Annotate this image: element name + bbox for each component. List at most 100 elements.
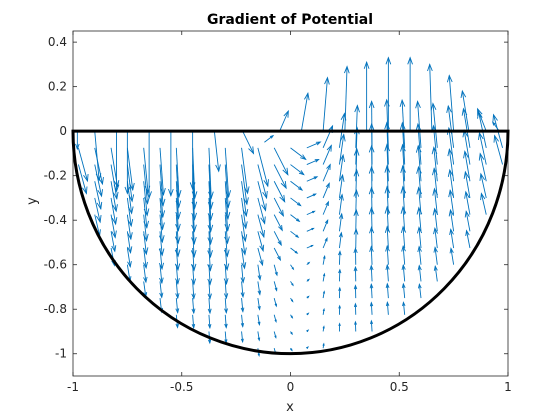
field-arrow (463, 170, 471, 199)
field-arrow (322, 307, 325, 315)
field-arrow (257, 164, 268, 200)
field-arrow (257, 264, 262, 281)
field-arrow (306, 244, 314, 249)
field-arrow (433, 246, 438, 265)
field-arrow (257, 197, 266, 225)
field-arrow (338, 212, 344, 232)
y-tick-label: -1 (55, 347, 67, 361)
field-arrow (401, 263, 406, 282)
field-arrow (207, 231, 213, 259)
field-arrow (175, 264, 180, 286)
x-axis: -1 -0.5 0 0.5 1 (67, 31, 512, 394)
field-arrow (241, 197, 248, 230)
field-arrow (126, 164, 135, 203)
field-arrow (143, 264, 148, 284)
edge-arrow (385, 56, 392, 132)
field-arrow (353, 246, 358, 265)
field-arrow (126, 181, 134, 215)
field-arrow (368, 206, 375, 232)
field-arrow (94, 197, 102, 224)
field-arrow (240, 281, 245, 299)
x-tick-label: 0.5 (390, 380, 409, 394)
field-arrow (417, 245, 422, 265)
field-arrow (354, 320, 357, 332)
field-arrow (448, 188, 455, 215)
field-arrow (273, 247, 282, 262)
field-arrow (322, 200, 329, 215)
field-arrow (94, 164, 103, 198)
field-arrow (401, 282, 406, 299)
edge-arrow (407, 56, 413, 132)
field-arrow (353, 147, 360, 182)
field-arrow (290, 164, 305, 176)
field-arrow (306, 227, 315, 232)
field-arrow (449, 247, 455, 265)
edge-arrow (94, 131, 102, 182)
field-arrow (400, 205, 407, 232)
field-arrow (78, 164, 88, 195)
field-arrow (257, 214, 265, 239)
field-arrow (322, 254, 326, 265)
field-arrow (353, 208, 359, 232)
field-arrow (174, 214, 181, 245)
field-arrow (322, 163, 331, 182)
field-arrow (207, 314, 212, 330)
field-arrow (338, 231, 343, 249)
field-arrow (432, 187, 438, 215)
field-arrow (290, 281, 294, 287)
y-tick-label: 0 (59, 124, 67, 138)
field-arrow (306, 210, 316, 216)
field-arrow (322, 218, 329, 232)
field-arrow (322, 182, 330, 199)
field-arrow (446, 104, 455, 148)
field-arrow (159, 281, 164, 299)
field-arrow (353, 265, 358, 282)
field-arrow (175, 181, 181, 220)
field-arrow (273, 197, 284, 218)
field-arrow (369, 226, 375, 249)
field-arrow (273, 264, 278, 277)
field-arrow (241, 147, 250, 195)
field-arrow (322, 290, 326, 299)
field-arrow (306, 295, 310, 299)
edge-arrow (189, 131, 196, 191)
field-arrow (207, 264, 213, 286)
field-arrow (175, 298, 180, 314)
field-arrow (126, 214, 133, 241)
field-arrow (257, 181, 267, 212)
field-arrow (273, 314, 277, 324)
field-arrow (241, 247, 247, 270)
field-arrow (306, 312, 310, 316)
field-arrow (175, 281, 180, 300)
field-arrow (384, 225, 391, 249)
field-arrow (322, 237, 328, 249)
field-arrow (306, 278, 310, 282)
field-arrow (142, 247, 148, 270)
field-arrow (354, 104, 360, 148)
field-arrow (240, 314, 245, 328)
edge-arrow (427, 63, 433, 132)
field-arrow (223, 281, 229, 300)
edge-arrow (446, 74, 455, 132)
field-arrow (207, 197, 214, 233)
field-arrow (338, 193, 344, 215)
field-arrow (191, 264, 196, 286)
edge-arrow (75, 131, 80, 151)
field-arrow (400, 225, 407, 249)
field-arrow (338, 268, 342, 282)
field-arrow (417, 264, 422, 282)
field-arrow (478, 131, 487, 165)
field-arrow (290, 314, 294, 319)
field-arrow (273, 231, 282, 247)
field-arrow (126, 247, 132, 268)
y-tick-label: 0.2 (48, 80, 67, 94)
field-arrow (433, 265, 438, 282)
field-arrow (290, 347, 293, 352)
field-arrow (94, 147, 104, 186)
edge-arrow (213, 131, 221, 173)
y-tick-label: -0.8 (44, 302, 67, 316)
y-tick-label: 0.4 (48, 35, 67, 49)
edge-arrow (113, 131, 120, 193)
edge-arrow (168, 131, 174, 198)
field-arrow (306, 329, 310, 333)
